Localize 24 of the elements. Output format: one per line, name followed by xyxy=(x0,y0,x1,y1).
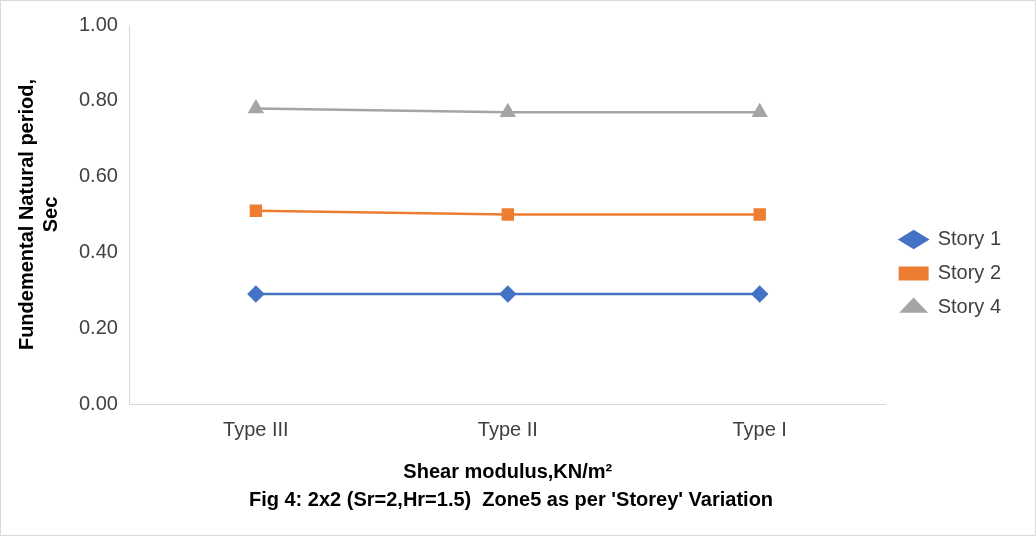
legend-label: Story 4 xyxy=(937,295,1001,318)
point xyxy=(248,100,264,114)
legend-label: Story 2 xyxy=(937,261,1001,284)
y-tick-label: 0.60 xyxy=(78,164,118,187)
y-tick-label: 0.20 xyxy=(78,315,118,338)
y-tick-label: 0.40 xyxy=(78,239,118,262)
point xyxy=(499,285,517,303)
point xyxy=(752,103,767,117)
y-tick-label: 1.00 xyxy=(78,12,118,35)
point xyxy=(247,285,265,303)
y-tick-label: 0.80 xyxy=(78,88,118,111)
legend-label: Story 1 xyxy=(937,227,1001,250)
text: Fig 4: 2x2 (Sr=2,Hr=1.5) Zone5 as per 'Storey' Variation xyxy=(248,487,774,510)
y-tick-label: 0.00 xyxy=(78,391,118,414)
x-axis-title: Shear modulus,KN/m² xyxy=(403,459,613,482)
point xyxy=(751,285,768,303)
x-tick-label: Type III xyxy=(223,417,289,440)
point xyxy=(501,208,514,221)
x-tick-label: Type II xyxy=(477,417,538,440)
point xyxy=(249,204,263,217)
x-tick-label: Type I xyxy=(732,417,787,440)
y-axis-title: Fundemental Natural period, Sec xyxy=(14,78,61,351)
point xyxy=(500,103,516,117)
point xyxy=(753,208,766,221)
